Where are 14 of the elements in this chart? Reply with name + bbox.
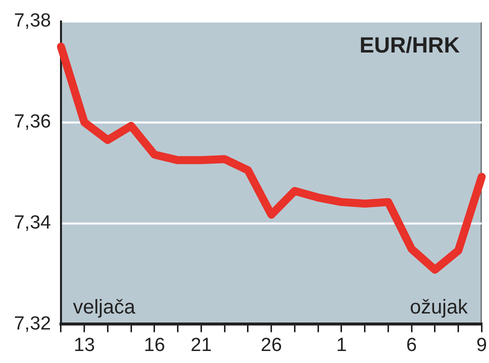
- text: EUR/HRK: [359, 32, 460, 58]
- x-tick-label: 26: [260, 334, 282, 356]
- y-tick-label: 7,34: [14, 212, 52, 234]
- x-tick-label: 13: [74, 334, 95, 356]
- y-tick-label: 7,38: [14, 10, 51, 32]
- x-tick-label: 6: [406, 334, 417, 356]
- annotation: veljača: [72, 296, 136, 319]
- x-tick-label: 16: [144, 334, 166, 356]
- x-tick-label: 9: [476, 334, 488, 356]
- y-tick-label: 7,32: [14, 313, 51, 334]
- annotation: ožujak: [410, 296, 469, 319]
- y-tick-label: 7,36: [14, 112, 51, 133]
- x-tick-label: 1: [336, 334, 347, 356]
- x-tick-label: 21: [190, 334, 212, 356]
